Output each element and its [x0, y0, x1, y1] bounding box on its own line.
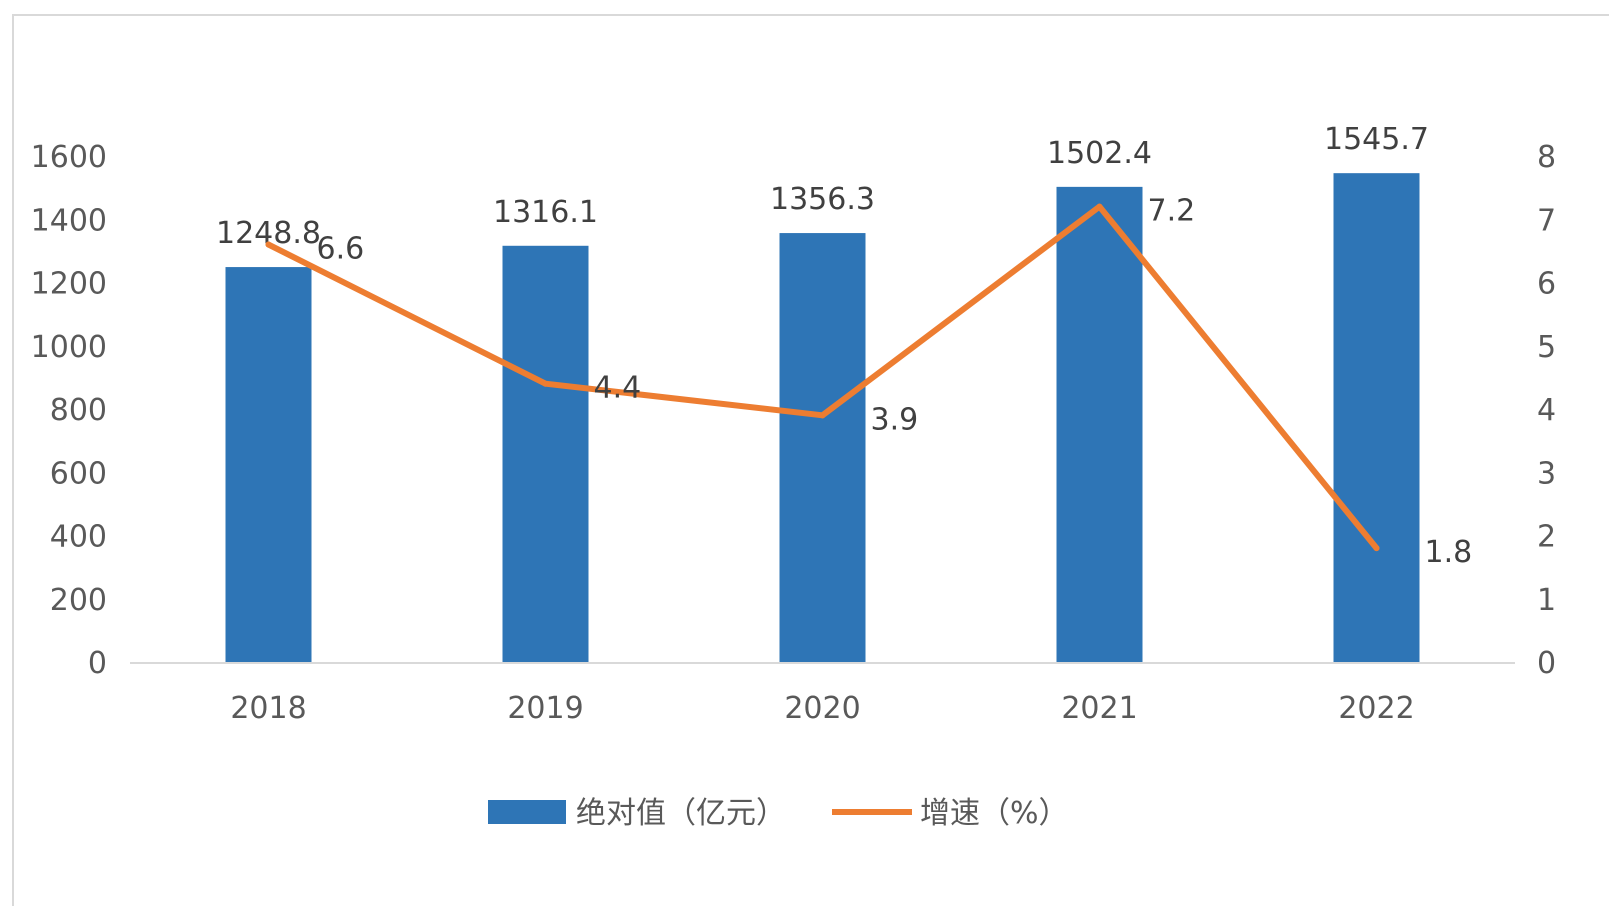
bar	[502, 245, 589, 662]
x-tick-label: 2020	[784, 691, 860, 726]
line-point	[1373, 545, 1380, 552]
y-right-tick-label: 3	[1537, 456, 1556, 491]
y-left-tick-label: 1600	[31, 140, 107, 175]
legend-label-bar: 绝对值（亿元）	[576, 796, 786, 831]
y-left-tick-label: 1200	[31, 267, 107, 302]
bar-data-label: 1356.3	[770, 182, 875, 217]
y-right-tick-label: 8	[1537, 140, 1556, 175]
y-right-tick-label: 5	[1537, 330, 1556, 365]
bar-data-label: 1502.4	[1047, 136, 1152, 171]
bar	[1056, 186, 1143, 662]
bar-data-label: 1545.7	[1324, 122, 1429, 157]
x-tick-label: 2018	[230, 691, 306, 726]
line-data-label: 4.4	[594, 371, 642, 406]
y-right-tick-label: 0	[1537, 646, 1556, 681]
y-right-tick-label: 1	[1537, 583, 1556, 618]
line-point	[819, 412, 826, 419]
y-left-tick-label: 400	[50, 520, 107, 555]
line-data-label: 1.8	[1425, 535, 1473, 570]
bar-data-label: 1316.1	[493, 195, 598, 230]
line-data-label: 7.2	[1148, 194, 1196, 229]
x-tick-label: 2022	[1338, 691, 1414, 726]
y-right-tick-label: 6	[1537, 267, 1556, 302]
y-right-tick-label: 2	[1537, 520, 1556, 555]
y-left-tick-label: 0	[88, 646, 107, 681]
bar	[779, 233, 866, 662]
line-data-label: 3.9	[871, 402, 919, 437]
y-left-tick-label: 600	[50, 456, 107, 491]
legend-swatch-bar	[488, 800, 566, 824]
y-left-tick-label: 1400	[31, 203, 107, 238]
y-right-tick-label: 4	[1537, 393, 1556, 428]
line-data-label: 6.6	[317, 232, 365, 267]
bar	[1333, 173, 1420, 663]
y-left-tick-label: 1000	[31, 330, 107, 365]
line-point	[1096, 203, 1103, 210]
bar	[225, 267, 312, 662]
x-tick-label: 2019	[507, 691, 583, 726]
x-tick-label: 2021	[1061, 691, 1137, 726]
line-point	[542, 380, 549, 387]
y-left-tick-label: 200	[50, 583, 107, 618]
y-left-tick-label: 800	[50, 393, 107, 428]
y-right-tick-label: 7	[1537, 203, 1556, 238]
line-point	[265, 241, 272, 248]
legend-label-line: 增速（%）	[920, 796, 1069, 831]
